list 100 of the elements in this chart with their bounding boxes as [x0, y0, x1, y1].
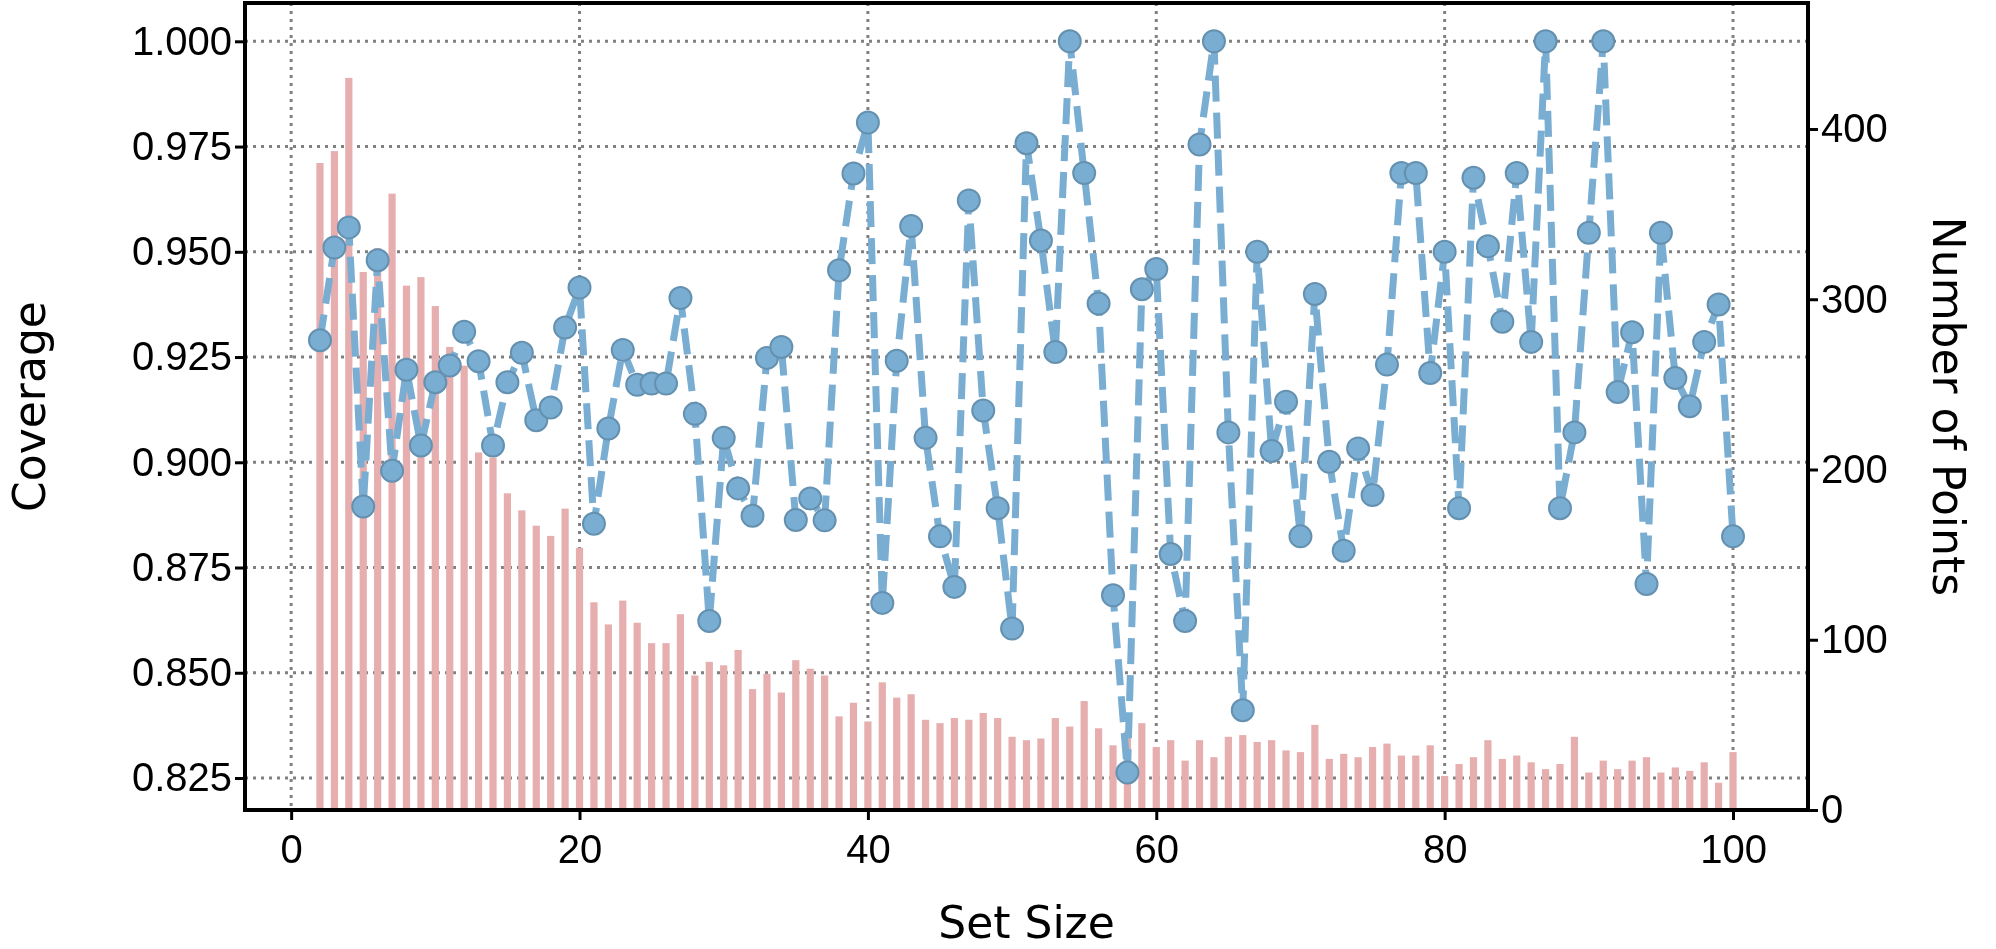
bar — [1469, 757, 1478, 810]
y-tick-label: 0.825 — [131, 755, 232, 800]
bar — [1080, 701, 1088, 810]
bar — [1268, 740, 1276, 810]
bar — [849, 702, 858, 810]
bar — [1585, 772, 1593, 810]
bar — [1426, 745, 1434, 810]
x-tick-label: 60 — [1134, 827, 1180, 871]
bar — [893, 697, 901, 810]
y-tick-label: 0.925 — [131, 334, 232, 379]
bar — [1628, 760, 1636, 810]
bar — [907, 694, 915, 810]
bar — [619, 600, 627, 810]
bar — [1383, 743, 1391, 810]
bar — [936, 723, 944, 810]
bar — [1657, 772, 1665, 810]
x-tick-label: 100 — [1700, 827, 1767, 871]
bar — [460, 365, 468, 810]
bar — [1614, 769, 1622, 810]
y-tick-label: 0.950 — [131, 229, 232, 274]
bar — [1700, 762, 1708, 810]
bar — [1282, 750, 1290, 810]
bar — [1599, 760, 1607, 810]
bar — [1513, 755, 1521, 810]
bar — [1556, 764, 1564, 810]
bar — [1455, 764, 1463, 810]
bar — [763, 673, 771, 810]
bar — [1296, 752, 1305, 810]
bar — [1484, 740, 1492, 810]
bar — [691, 675, 699, 810]
bar — [835, 716, 843, 810]
bar — [503, 493, 512, 810]
bar — [1412, 755, 1420, 810]
bar — [676, 614, 685, 810]
bar — [1527, 762, 1535, 810]
y-tick-label: 0.875 — [131, 544, 232, 589]
bar — [1253, 741, 1261, 810]
bar — [806, 668, 814, 810]
bar — [518, 510, 526, 810]
bar — [561, 508, 569, 810]
bar — [1441, 775, 1449, 810]
bar — [777, 692, 785, 810]
y-tick-label: 0.850 — [131, 650, 232, 695]
y-tick-label: 0.975 — [131, 123, 232, 168]
bar — [1094, 728, 1103, 810]
bar — [1008, 736, 1016, 810]
bar — [1066, 726, 1074, 810]
bar — [994, 718, 1002, 810]
bar — [1498, 758, 1506, 810]
bar — [1037, 738, 1045, 810]
bar — [748, 689, 757, 810]
bar — [965, 719, 973, 810]
y-tick-label: 0.900 — [131, 439, 232, 484]
x-axis-title: Set Size — [938, 897, 1115, 948]
bar — [821, 675, 829, 810]
bar — [705, 661, 713, 810]
bar — [1195, 740, 1204, 810]
x-tick-label: 20 — [557, 827, 603, 871]
y2-tick-label: 400 — [1821, 106, 1888, 151]
bar — [532, 525, 540, 810]
bar — [979, 712, 987, 810]
bar — [734, 649, 742, 810]
bar — [1686, 770, 1694, 810]
y2-tick-label: 200 — [1821, 446, 1888, 491]
bar — [950, 718, 959, 810]
bar — [1642, 757, 1651, 810]
bar — [1729, 752, 1737, 810]
bar — [474, 452, 483, 810]
bar — [1152, 747, 1160, 810]
bar — [1671, 767, 1679, 810]
y2-tick-label: 100 — [1821, 617, 1888, 662]
bar — [1570, 736, 1579, 810]
bar — [547, 535, 555, 810]
bar — [633, 622, 641, 810]
bar — [1051, 718, 1059, 810]
x-tick-label: 80 — [1422, 827, 1468, 871]
bar — [1167, 740, 1175, 810]
bar — [648, 643, 656, 810]
bar — [1109, 745, 1117, 810]
y2-axis-title: Number of Points — [1923, 216, 1974, 597]
bar — [604, 624, 612, 810]
bar — [1541, 769, 1550, 810]
x-tick-label: 0 — [280, 827, 303, 871]
x-tick-label: 40 — [846, 827, 891, 871]
bar — [864, 721, 872, 810]
y2-tick-label: 300 — [1821, 276, 1888, 321]
bar — [1354, 757, 1362, 810]
bar — [1397, 755, 1405, 810]
y-axis-title: Coverage — [4, 301, 55, 512]
bar — [792, 660, 800, 810]
bar — [662, 643, 670, 810]
bar — [1239, 735, 1247, 810]
bar — [1210, 757, 1218, 810]
bar — [921, 719, 930, 810]
bar — [1311, 724, 1319, 810]
bar — [1181, 760, 1189, 810]
bar — [590, 602, 598, 810]
y-tick-label: 1.000 — [131, 18, 232, 63]
bar — [575, 547, 584, 810]
bar — [878, 682, 886, 810]
